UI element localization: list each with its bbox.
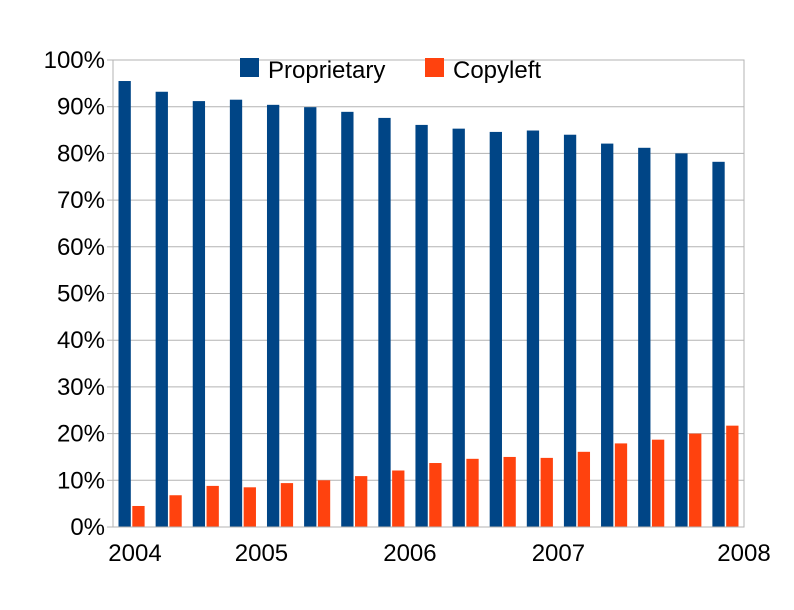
bar-copyleft — [614, 443, 628, 527]
legend-swatch-proprietary — [240, 58, 259, 77]
bar-proprietary — [229, 99, 243, 527]
y-tick-label: 90% — [57, 94, 105, 121]
legend-label-proprietary: Proprietary — [268, 57, 385, 84]
bar-copyleft — [206, 485, 219, 527]
bar-proprietary — [452, 128, 465, 528]
bar-proprietary — [341, 111, 354, 527]
bar-proprietary — [304, 107, 317, 528]
bar-proprietary — [192, 101, 206, 527]
bar-proprietary — [415, 124, 428, 528]
x-tick-label: 2008 — [717, 540, 770, 567]
bar-copyleft — [503, 456, 516, 527]
bar-copyleft — [132, 505, 145, 527]
x-axis-tick-labels: 2004 2005 2006 2007 2008 — [108, 540, 770, 567]
x-tick-label: 2007 — [532, 540, 585, 567]
y-tick-label: 20% — [57, 421, 105, 448]
y-tick-label: 80% — [57, 140, 105, 167]
bar-copyleft — [651, 439, 665, 527]
y-tick-label: 60% — [57, 234, 105, 261]
bar-proprietary — [601, 143, 614, 527]
y-tick-label: 70% — [57, 187, 105, 214]
legend-label-copyleft: Copyleft — [453, 57, 541, 84]
x-tick-label: 2006 — [383, 540, 436, 567]
bar-proprietary — [118, 81, 131, 527]
y-tick-label: 0% — [70, 514, 105, 541]
bar-proprietary — [266, 104, 280, 527]
bar-copyleft — [726, 425, 739, 527]
y-tick-label: 40% — [57, 327, 105, 354]
y-tick-label: 100% — [44, 47, 105, 74]
bar-copyleft — [169, 495, 182, 527]
bar-proprietary — [526, 130, 540, 527]
bar-proprietary — [638, 147, 651, 527]
bar-copyleft — [317, 480, 331, 527]
bar-copyleft — [280, 483, 294, 527]
bars — [118, 81, 739, 528]
bar-copyleft — [355, 476, 368, 527]
bar-copyleft — [689, 433, 702, 527]
bar-copyleft — [466, 458, 479, 527]
y-tick-label: 50% — [57, 281, 105, 308]
bar-proprietary — [563, 134, 577, 527]
x-tick-label: 2004 — [108, 540, 161, 567]
y-tick-label: 10% — [57, 467, 105, 494]
legend-swatch-copyleft — [425, 58, 444, 77]
bar-proprietary — [155, 91, 168, 528]
bar-copyleft — [577, 451, 591, 527]
bar-copyleft — [243, 487, 256, 527]
bar-proprietary — [378, 117, 391, 528]
bar-proprietary — [489, 131, 502, 527]
y-tick-label: 30% — [57, 374, 105, 401]
bar-copyleft — [392, 470, 405, 527]
bar-proprietary — [712, 161, 725, 527]
bar-copyleft — [540, 457, 553, 527]
bar-copyleft — [429, 463, 442, 527]
bar-proprietary — [675, 153, 688, 527]
x-tick-label: 2005 — [235, 540, 288, 567]
legend: Proprietary Copyleft — [240, 57, 541, 84]
y-axis-tick-labels: 0% 10% 20% 30% 40% 50% 60% 70% 80% 90% 100% — [44, 47, 105, 541]
